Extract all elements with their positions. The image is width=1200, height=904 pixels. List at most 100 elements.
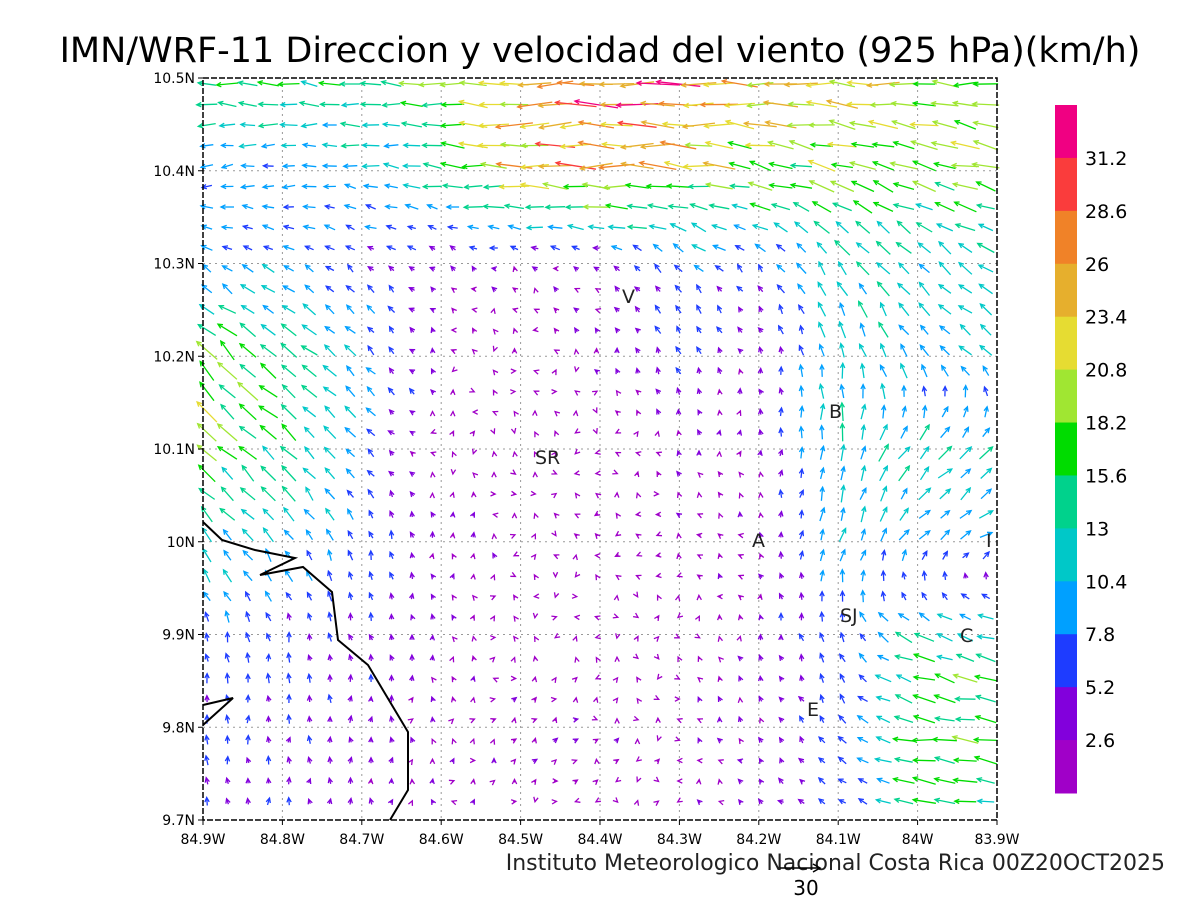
- wind-arrow: [739, 575, 744, 579]
- wind-arrow: [532, 759, 537, 763]
- wind-arrow: [657, 532, 662, 536]
- wind-arrow: [220, 509, 234, 521]
- wind-arrow: [367, 429, 375, 435]
- wind-arrow: [899, 530, 909, 540]
- wind-arrow: [675, 265, 682, 271]
- wind-arrow: [654, 777, 659, 782]
- wind-arrow: [675, 737, 680, 741]
- wind-arrow: [383, 103, 401, 107]
- wind-arrow: [779, 552, 783, 558]
- wind-arrow-shaft: [561, 144, 591, 147]
- wind-arrow: [345, 428, 355, 437]
- wind-arrow-shaft: [936, 203, 955, 212]
- colorbar-swatch: [1055, 475, 1077, 528]
- wind-arrow: [759, 409, 763, 414]
- wind-arrow: [861, 530, 865, 541]
- wind-arrow: [654, 616, 658, 621]
- wind-arrow: [942, 407, 948, 417]
- wind-arrow: [636, 307, 640, 312]
- wind-arrow: [410, 512, 414, 517]
- wind-arrow-shaft: [959, 263, 972, 275]
- wind-arrow: [878, 778, 890, 783]
- wind-arrow: [879, 323, 888, 338]
- wind-arrow-shaft: [981, 325, 991, 335]
- wind-arrow: [973, 163, 1000, 168]
- wind-arrow-head: [613, 698, 618, 703]
- wind-arrow: [922, 387, 926, 396]
- wind-arrow: [286, 738, 290, 743]
- wind-arrow: [534, 797, 538, 802]
- wind-arrow: [657, 410, 661, 415]
- wind-arrow: [553, 779, 558, 783]
- wind-arrow: [874, 203, 893, 212]
- wind-arrow: [978, 244, 995, 253]
- wind-arrow: [678, 573, 683, 577]
- wind-arrow: [223, 284, 232, 294]
- wind-arrow: [837, 222, 849, 233]
- wind-arrow: [328, 550, 332, 560]
- wind-arrow: [654, 492, 659, 496]
- wind-arrow: [840, 674, 844, 682]
- wind-arrow: [759, 430, 763, 435]
- wind-arrow: [738, 265, 743, 273]
- wind-arrow: [943, 552, 948, 560]
- wind-arrow-head: [473, 350, 478, 355]
- wind-arrow: [961, 531, 971, 539]
- wind-arrow: [389, 388, 395, 395]
- wind-arrow: [881, 592, 885, 601]
- wind-arrow: [861, 405, 866, 419]
- wind-arrow: [247, 758, 251, 763]
- wind-arrow: [676, 347, 681, 354]
- wind-arrow: [410, 350, 415, 354]
- wind-arrow: [514, 552, 519, 556]
- wind-arrow: [861, 466, 865, 481]
- wind-arrow: [490, 596, 495, 600]
- wind-arrow: [308, 717, 312, 722]
- wind-arrow: [423, 103, 442, 107]
- wind-arrow: [261, 345, 276, 356]
- wind-arrow-head: [760, 719, 764, 724]
- wind-arrow: [222, 184, 234, 188]
- wind-arrow: [410, 676, 414, 681]
- wind-arrow: [575, 534, 580, 539]
- x-tick-label: 84.4W: [577, 832, 622, 848]
- wind-arrow: [894, 142, 915, 149]
- wind-arrow: [955, 799, 976, 803]
- wind-arrow: [860, 324, 865, 337]
- wind-arrow: [979, 224, 993, 230]
- wind-arrow: [718, 411, 722, 416]
- wind-arrow-head: [697, 595, 701, 600]
- wind-arrow: [800, 780, 805, 785]
- wind-arrow: [282, 424, 296, 440]
- wind-arrow-head: [514, 637, 519, 642]
- wind-arrow: [859, 799, 867, 804]
- wind-arrow-shaft: [283, 487, 296, 502]
- wind-arrow-shaft: [303, 365, 317, 376]
- wind-arrow: [450, 534, 454, 539]
- wind-arrow: [406, 204, 419, 209]
- wind-arrow: [451, 266, 456, 271]
- wind-arrow-head: [698, 473, 703, 478]
- wind-arrow: [738, 759, 743, 763]
- colorbar-swatch: [1055, 317, 1077, 370]
- wind-arrow: [736, 246, 745, 251]
- wind-arrow-shaft: [898, 221, 911, 233]
- wind-arrow-head: [633, 592, 637, 597]
- wind-arrow-head: [531, 719, 536, 723]
- wind-arrow: [974, 738, 997, 742]
- wind-arrow: [655, 327, 660, 334]
- wind-arrow: [303, 184, 317, 188]
- wind-arrow: [922, 551, 927, 559]
- wind-arrow: [511, 676, 516, 680]
- wind-arrow-head: [737, 637, 741, 642]
- wind-arrow: [964, 574, 968, 579]
- wind-arrow: [199, 489, 214, 500]
- wind-arrow: [895, 798, 913, 803]
- wind-arrow: [593, 407, 597, 412]
- wind-arrow: [819, 758, 825, 763]
- wind-arrow: [411, 532, 415, 537]
- wind-arrow: [684, 164, 714, 168]
- wind-arrow: [800, 655, 804, 662]
- wind-arrow: [778, 285, 785, 293]
- wind-arrow: [759, 615, 763, 620]
